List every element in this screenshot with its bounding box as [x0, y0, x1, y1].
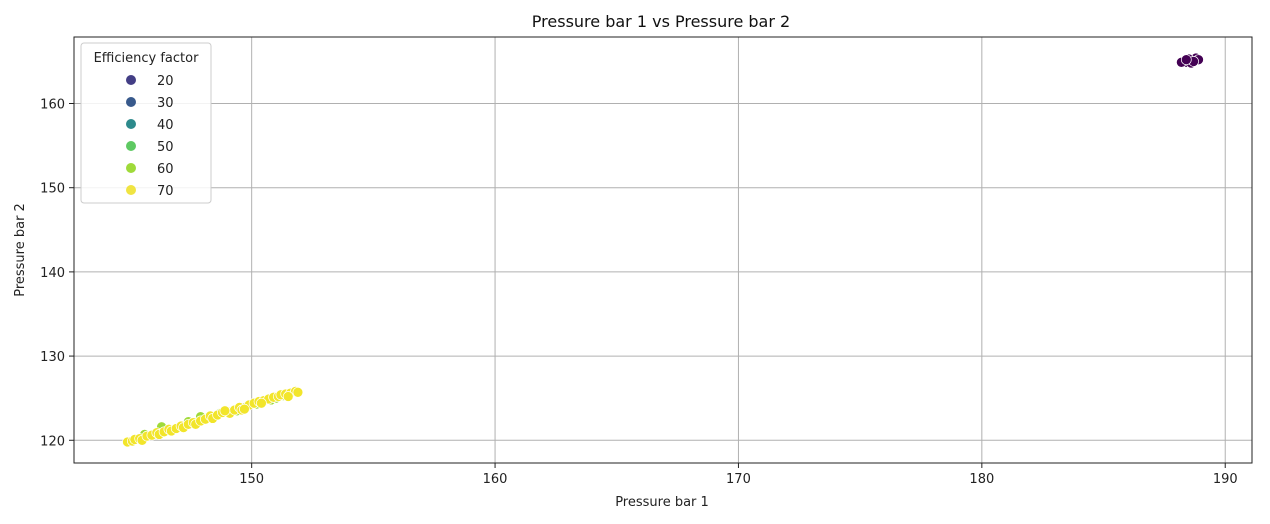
grid-lines	[74, 37, 1252, 463]
scatter-point	[1180, 54, 1192, 66]
legend-label: 50	[157, 140, 174, 155]
y-tick-label: 150	[40, 182, 65, 197]
legend-entries: 20 30 40 50 60 70	[126, 74, 174, 199]
x-tick-label: 190	[1213, 472, 1238, 487]
y-tick-label: 160	[40, 98, 65, 113]
x-tick-label: 180	[969, 472, 994, 487]
legend-marker	[126, 97, 136, 107]
plot-frame	[73, 36, 1253, 464]
scatter-point	[256, 397, 267, 409]
y-tick-label: 120	[40, 434, 65, 449]
axis-ticks: 150 160 170 180 190 120 130 140 150 160	[40, 98, 1237, 487]
legend-label: 60	[157, 162, 174, 177]
legend-title: Efficiency factor	[94, 51, 199, 66]
legend-marker	[126, 119, 136, 129]
x-axis-title: Pressure bar 1	[615, 495, 709, 510]
legend-marker	[126, 141, 136, 151]
scatter-point	[292, 386, 304, 398]
chart-title: Pressure bar 1 vs Pressure bar 2	[532, 12, 790, 31]
legend-box	[80, 42, 212, 204]
legend: Efficiency factor 20 30 40 50 60 70	[80, 42, 212, 204]
legend-label: 20	[157, 74, 174, 89]
x-tick-label: 150	[239, 472, 264, 487]
y-axis-title: Pressure bar 2	[13, 203, 28, 297]
legend-marker	[126, 185, 136, 195]
scatter-point	[219, 405, 231, 417]
legend-label: 70	[157, 184, 174, 199]
y-tick-label: 140	[40, 266, 65, 281]
legend-marker	[126, 163, 136, 173]
legend-label: 40	[157, 118, 174, 133]
scatter-point	[239, 403, 250, 415]
scatter-point	[282, 391, 294, 402]
legend-marker	[126, 75, 136, 85]
x-tick-label: 170	[726, 472, 751, 487]
x-tick-label: 160	[483, 472, 508, 487]
data-points	[122, 52, 1204, 448]
y-tick-label: 130	[40, 350, 65, 365]
legend-label: 30	[157, 96, 174, 111]
